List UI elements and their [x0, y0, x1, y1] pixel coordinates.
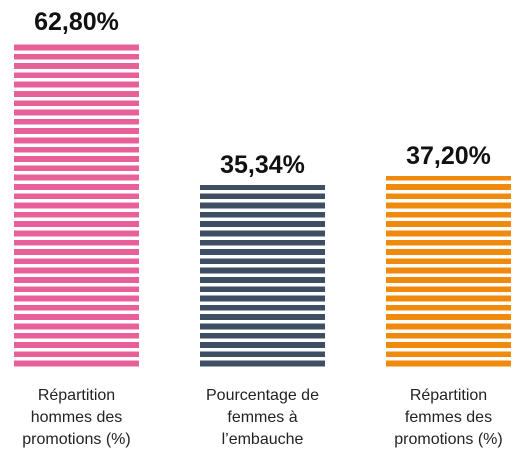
category-label: Pourcentage de femmes à l’embauche [206, 387, 319, 448]
bar [386, 175, 511, 370]
bar [14, 42, 139, 370]
value-label: 62,80% [34, 8, 119, 36]
value-label: 37,20% [406, 141, 491, 170]
category-label: Répartition femmes des promotions (%) [394, 387, 503, 448]
bar [200, 185, 325, 370]
category-label: Répartition hommes des promotions (%) [22, 387, 131, 448]
value-label: 35,34% [220, 151, 305, 180]
